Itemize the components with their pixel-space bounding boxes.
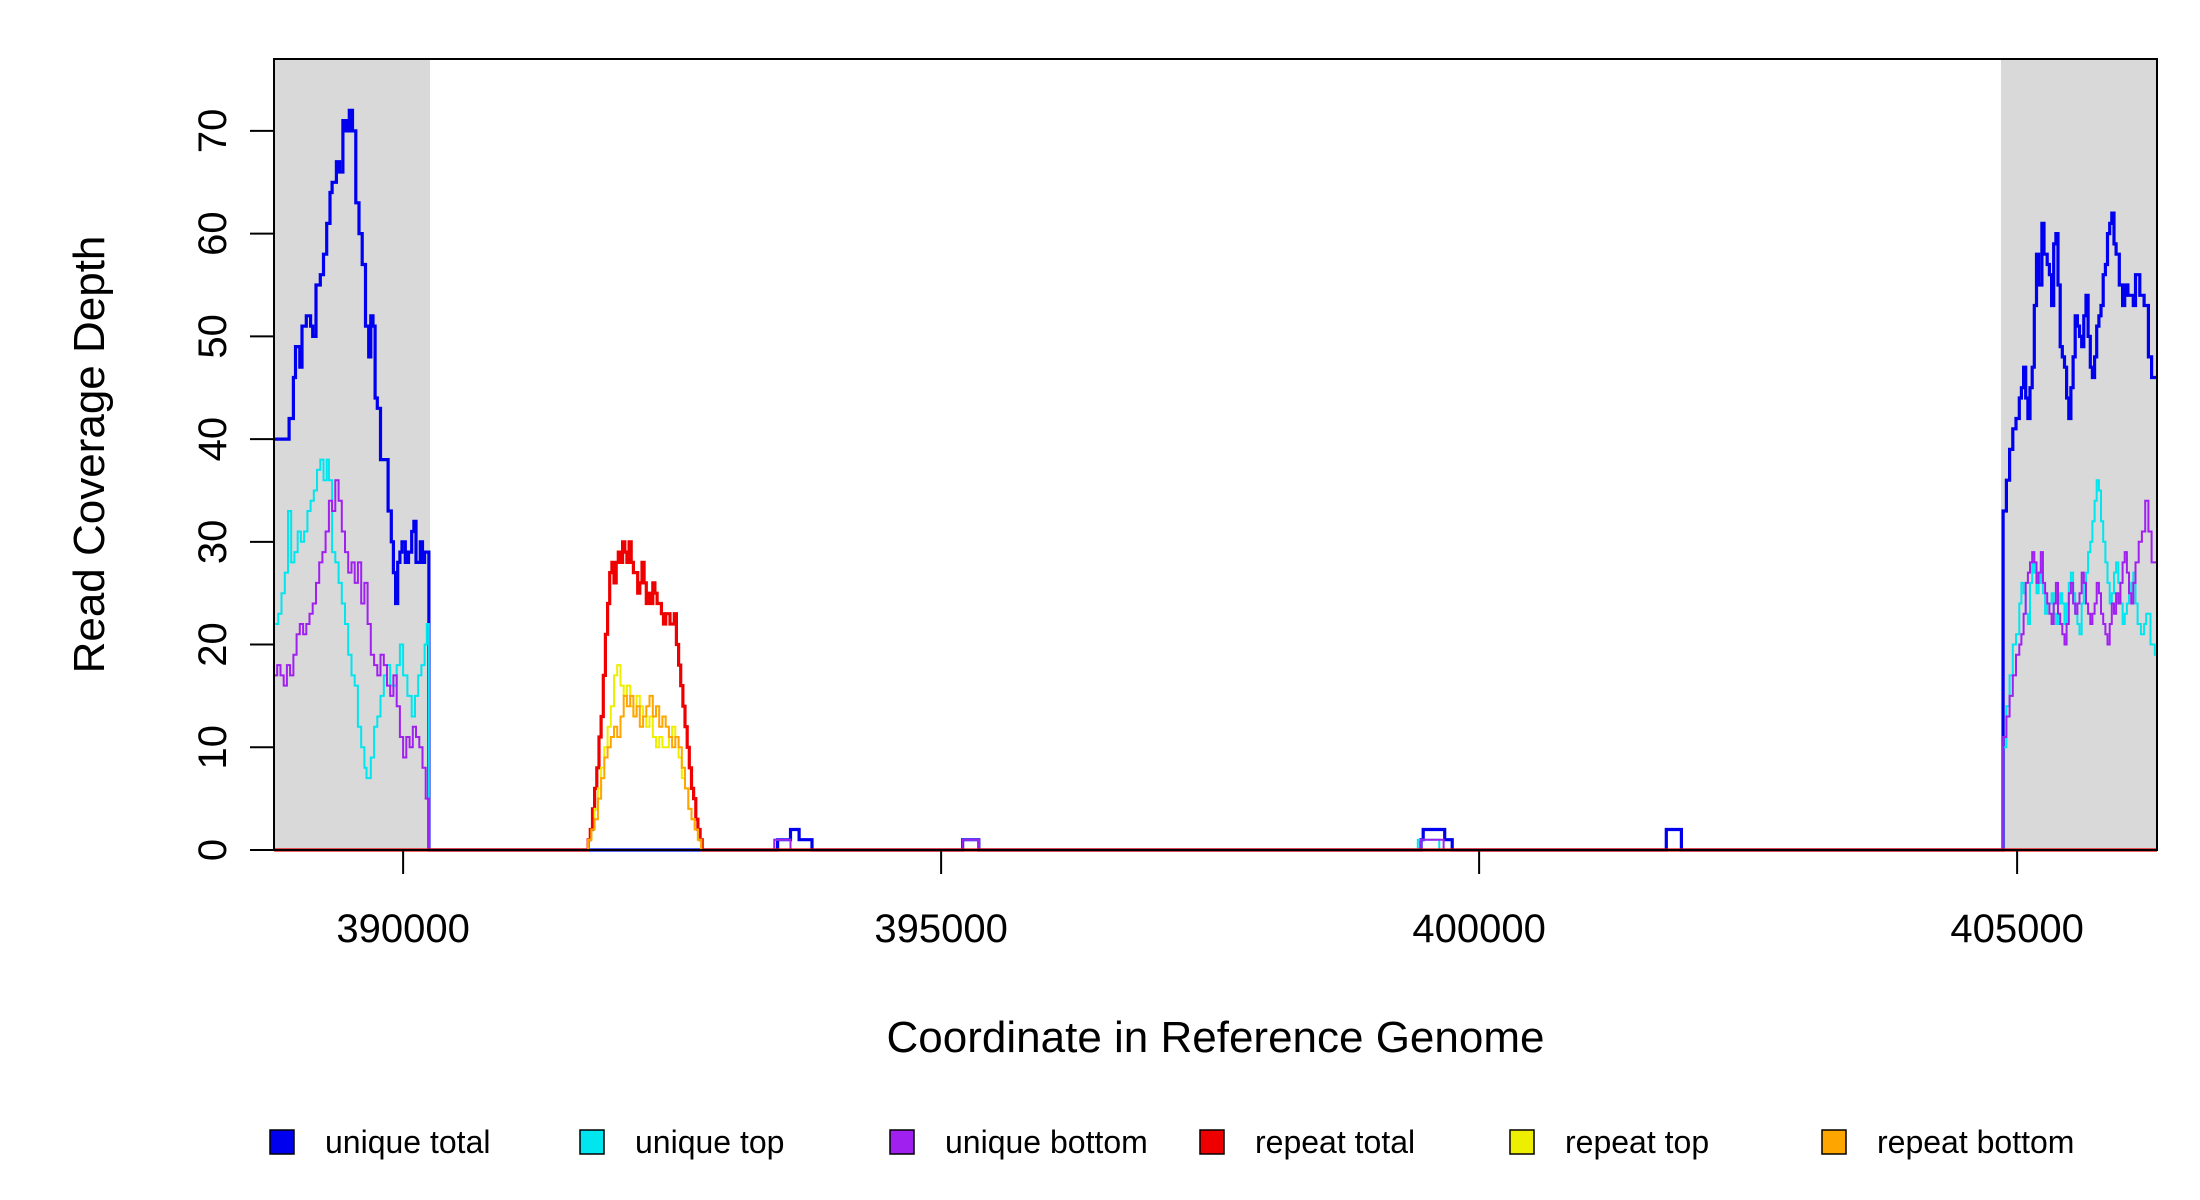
x-tick-label: 405000 xyxy=(1950,907,2083,951)
legend-label: repeat total xyxy=(1255,1124,1415,1160)
y-tick-label: 30 xyxy=(191,520,235,565)
x-tick-label: 390000 xyxy=(336,907,469,951)
y-tick-label: 40 xyxy=(191,417,235,462)
legend-swatch xyxy=(269,1129,295,1155)
x-axis: 390000 395000 400000 405000 xyxy=(336,850,2084,951)
legend-swatch xyxy=(1199,1129,1225,1155)
series-line-unique-total xyxy=(274,108,2157,852)
series-line-repeat-total xyxy=(274,540,2157,852)
y-tick-label: 0 xyxy=(191,839,235,861)
legend-swatch xyxy=(889,1129,915,1155)
legend-item-unique-total: unique total xyxy=(269,1124,490,1160)
legend-label: unique top xyxy=(635,1124,784,1160)
shaded-regions xyxy=(274,59,2157,850)
legend-item-unique-bottom: unique bottom xyxy=(889,1124,1148,1160)
x-axis-title: Coordinate in Reference Genome xyxy=(887,1013,1545,1062)
legend-item-repeat-top: repeat top xyxy=(1509,1124,1709,1160)
series-line-repeat-bottom xyxy=(274,694,2157,851)
shaded-region-2 xyxy=(2000,59,2157,850)
legend: unique total unique top unique bottom repea… xyxy=(269,1124,2074,1160)
legend-swatch xyxy=(579,1129,605,1155)
x-tick-label: 395000 xyxy=(874,907,1007,951)
legend-swatch xyxy=(1821,1129,1847,1155)
y-tick-label: 10 xyxy=(191,725,235,770)
series-line-unique-top xyxy=(274,458,2157,851)
legend-item-repeat-total: repeat total xyxy=(1199,1124,1415,1160)
legend-label: unique total xyxy=(325,1124,490,1160)
shaded-region-1 xyxy=(274,59,431,850)
legend-label: repeat bottom xyxy=(1877,1124,2074,1160)
y-axis-title: Read Coverage Depth xyxy=(65,236,114,674)
series-lines xyxy=(274,108,2157,852)
legend-item-unique-top: unique top xyxy=(579,1124,784,1160)
y-tick-label: 70 xyxy=(191,109,235,154)
legend-label: unique bottom xyxy=(945,1124,1148,1160)
y-axis: 0 10 20 30 40 50 60 70 xyxy=(191,109,274,861)
y-tick-label: 60 xyxy=(191,211,235,256)
plot-frame xyxy=(273,58,2158,851)
legend-swatch xyxy=(1509,1129,1535,1155)
y-tick-label: 50 xyxy=(191,314,235,359)
series-line-unique-bottom xyxy=(274,479,2157,851)
x-tick-label: 400000 xyxy=(1412,907,1545,951)
legend-item-repeat-bottom: repeat bottom xyxy=(1821,1124,2074,1160)
series-line-repeat-top xyxy=(274,664,2157,851)
y-tick-label: 20 xyxy=(191,622,235,667)
legend-label: repeat top xyxy=(1565,1124,1709,1160)
